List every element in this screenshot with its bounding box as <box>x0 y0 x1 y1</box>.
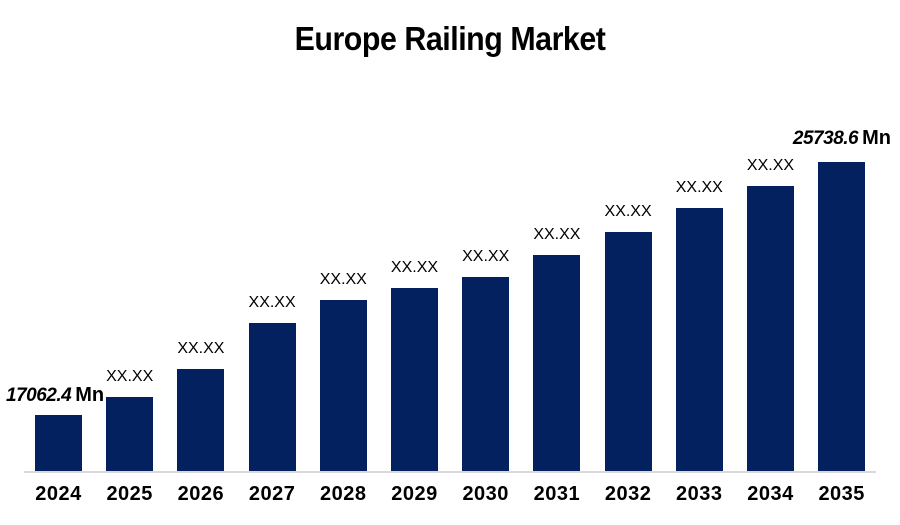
x-tick-label-2030: 2030 <box>462 483 509 505</box>
x-tick-label-2031: 2031 <box>533 483 581 505</box>
bar-value-label-2032: XX.XX <box>604 203 652 220</box>
bar-value-label-2030: XX.XX <box>462 248 510 265</box>
x-tick-label-2034: 2034 <box>747 483 794 505</box>
bar-value-label-2029: XX.XX <box>390 259 439 276</box>
x-tick-label-2024: 2024 <box>35 483 82 505</box>
x-tick-label-2025: 2025 <box>106 483 153 505</box>
x-tick-label-2035: 2035 <box>818 483 865 505</box>
bar-2032 <box>604 232 652 471</box>
x-tick-label-2028: 2028 <box>320 483 367 505</box>
bar-2033 <box>675 208 723 471</box>
bar-2034 <box>747 186 794 471</box>
bar-value-label-2025: XX.XX <box>106 368 154 385</box>
bar-2024 <box>35 415 82 471</box>
last-year-value: 25738.6 <box>792 128 859 149</box>
data-label-last-year: 25738.6 Mn <box>793 127 891 151</box>
x-axis-baseline <box>24 471 876 473</box>
x-tick-label-2033: 2033 <box>676 483 723 505</box>
first-year-unit: Mn <box>75 384 105 406</box>
x-tick-label-2029: 2029 <box>391 483 438 505</box>
bar-2028 <box>319 300 367 471</box>
bar-value-label-2033: XX.XX <box>675 179 723 196</box>
bar-2029 <box>391 288 438 471</box>
bar-2027 <box>248 323 296 471</box>
bar-2030 <box>462 277 510 471</box>
first-year-value: 17062.4 <box>6 385 72 406</box>
x-tick-label-2032: 2032 <box>604 483 652 505</box>
x-tick-label-2027: 2027 <box>248 483 296 505</box>
data-label-first-year: 17062.4 Mn <box>6 384 104 408</box>
bar-2026 <box>177 369 225 471</box>
chart-title: Europe Railing Market <box>294 20 606 57</box>
bar-2025 <box>106 397 154 471</box>
last-year-unit: Mn <box>862 127 891 149</box>
bar-value-label-2031: XX.XX <box>533 226 581 243</box>
bar-value-label-2027: XX.XX <box>248 294 296 311</box>
bar-2035 <box>818 162 866 471</box>
x-tick-label-2026: 2026 <box>177 483 225 505</box>
bar-2031 <box>533 255 581 471</box>
bar-value-label-2026: XX.XX <box>177 340 225 357</box>
bar-value-label-2028: XX.XX <box>319 271 367 288</box>
bar-value-label-2034: XX.XX <box>746 157 795 174</box>
